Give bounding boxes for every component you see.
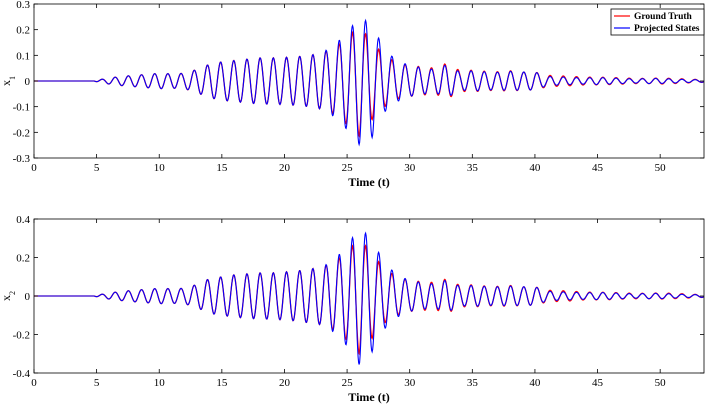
legend-label-projected-states: Projected States bbox=[634, 24, 700, 34]
x-tick-label: 5 bbox=[94, 162, 100, 174]
legend-label-ground-truth: Ground Truth bbox=[634, 12, 693, 22]
series-line-projected-states bbox=[34, 18, 704, 147]
x-tick-label: 20 bbox=[279, 377, 291, 389]
x-axis-title-x2: Time (t) bbox=[348, 390, 389, 404]
x-tick-label: 45 bbox=[592, 162, 604, 174]
x-tick-label: 25 bbox=[342, 162, 354, 174]
y-tick-label: 0.2 bbox=[16, 253, 30, 265]
plot-area-x1 bbox=[34, 18, 705, 147]
ticks-x1: 0 5 10 15 20 25 30 35 40 45 50 -0.3 -0.2 -0.1 0 0.1 0.2 0… bbox=[13, 0, 705, 174]
x-tick-label: 15 bbox=[216, 377, 228, 389]
legend-box bbox=[610, 8, 705, 36]
x-tick-label: 15 bbox=[216, 162, 228, 174]
x-tick-label: 45 bbox=[592, 377, 604, 389]
subplot-x2: 0 5 10 15 20 25 30 35 40 45 50 -0.4 -0.2 0 0.2 0.4 Time… bbox=[0, 214, 705, 404]
x-tick-label: 10 bbox=[154, 162, 166, 174]
x-tick-label: 5 bbox=[94, 377, 100, 389]
x-tick-label: 50 bbox=[655, 162, 667, 174]
x-tick-label: 40 bbox=[529, 377, 541, 389]
legend: Ground Truth Projected States bbox=[610, 8, 705, 36]
ticks-x2: 0 5 10 15 20 25 30 35 40 45 50 -0.4 -0.2 0 0.2 0.4 bbox=[13, 214, 705, 389]
y-axis-title-x2: x2 bbox=[0, 291, 17, 301]
x-tick-label: 35 bbox=[467, 162, 479, 174]
x-tick-label: 40 bbox=[529, 162, 541, 174]
subplot-x1: 0 5 10 15 20 25 30 35 40 45 50 -0.3 -0.2 -0.1 0 0.1 0.2 0… bbox=[0, 0, 705, 189]
y-tick-label: -0.2 bbox=[13, 127, 30, 139]
x-axis-title-x1: Time (t) bbox=[348, 175, 389, 189]
y-tick-label: 0 bbox=[25, 291, 31, 303]
x-tick-label: 0 bbox=[31, 377, 37, 389]
y-tick-label: -0.4 bbox=[13, 368, 31, 380]
x-tick-label: 25 bbox=[342, 377, 354, 389]
x-tick-label: 30 bbox=[404, 377, 416, 389]
y-axis-title-x1: x1 bbox=[0, 76, 17, 86]
x-tick-label: 10 bbox=[154, 377, 166, 389]
plot-area-x2 bbox=[34, 231, 705, 365]
y-tick-label: 0.3 bbox=[16, 0, 30, 11]
y-tick-label: 0.1 bbox=[16, 50, 30, 62]
y-tick-label: 0 bbox=[25, 76, 31, 88]
y-tick-label: -0.3 bbox=[13, 153, 31, 165]
x-tick-label: 20 bbox=[279, 162, 291, 174]
series-line-projected-states bbox=[34, 231, 704, 365]
y-tick-label: 0.2 bbox=[16, 25, 30, 37]
y-tick-label: 0.4 bbox=[16, 214, 30, 226]
x-tick-label: 50 bbox=[655, 377, 667, 389]
y-tick-label: -0.1 bbox=[13, 102, 30, 114]
x-tick-label: 0 bbox=[31, 162, 37, 174]
x-tick-label: 30 bbox=[404, 162, 416, 174]
y-tick-label: -0.2 bbox=[13, 330, 30, 342]
x-tick-label: 35 bbox=[467, 377, 479, 389]
